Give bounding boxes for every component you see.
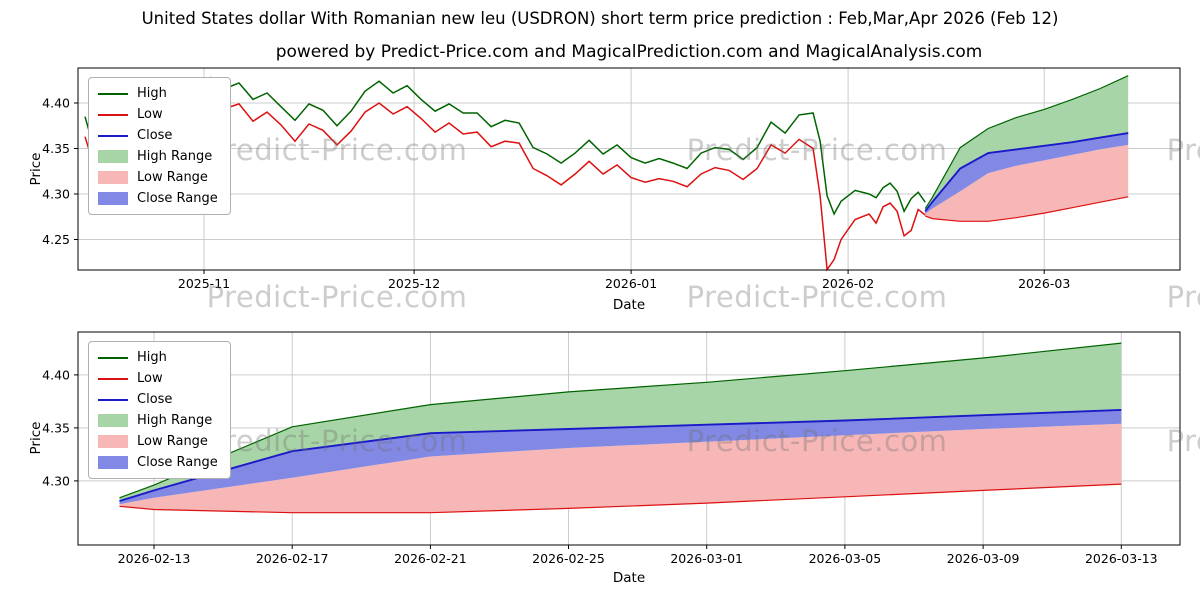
series-high-predicted bbox=[924, 75, 1129, 209]
y-tick-label: 4.30 bbox=[42, 187, 70, 202]
legend-top: High Low Close High Range Low Range Clos… bbox=[88, 77, 231, 215]
close-line-swatch bbox=[98, 134, 128, 137]
band-close-range bbox=[925, 133, 1129, 214]
band-high-range bbox=[925, 75, 1129, 212]
band-high-range bbox=[119, 343, 1122, 501]
legend-item-low-range: Low Range bbox=[98, 433, 218, 450]
legend-item-label: High bbox=[137, 350, 167, 365]
legend-item-low: Low bbox=[98, 370, 218, 387]
high-range-swatch bbox=[98, 414, 128, 427]
series-low-predicted bbox=[119, 483, 1122, 514]
legend-item-high-range: High Range bbox=[98, 412, 218, 429]
y-axis-label-top: Price bbox=[28, 152, 44, 186]
band-close-range bbox=[119, 409, 1122, 505]
close-range-swatch bbox=[98, 192, 128, 205]
legend-item-label: High bbox=[137, 86, 167, 101]
legend-item-label: Close Range bbox=[137, 455, 218, 470]
legend-item-label: Close Range bbox=[137, 191, 218, 206]
legend-item-close: Close bbox=[98, 127, 218, 144]
low-line-swatch bbox=[98, 113, 128, 116]
legend-item-low: Low bbox=[98, 106, 218, 123]
x-tick-label: 2026-02-17 bbox=[256, 551, 329, 566]
y-tick-label: 4.40 bbox=[42, 96, 70, 111]
legend-item-close-range: Close Range bbox=[98, 454, 218, 471]
plot-border bbox=[77, 331, 1181, 546]
x-tick-label: 2026-03-09 bbox=[947, 551, 1020, 566]
high-range-swatch bbox=[98, 150, 128, 163]
legend-item-label: Close bbox=[137, 128, 173, 143]
legend-item-label: Low Range bbox=[137, 170, 208, 185]
legend-item-label: Low Range bbox=[137, 434, 208, 449]
x-tick-label: 2026-02 bbox=[822, 276, 874, 291]
legend-item-high: High bbox=[98, 85, 218, 102]
series-close-predicted bbox=[924, 132, 1129, 212]
legend-item-high: High bbox=[98, 349, 218, 366]
figure-subtitle: powered by Predict-Price.com and Magical… bbox=[275, 42, 983, 62]
y-tick-label: 4.30 bbox=[42, 473, 70, 488]
legend-item-label: High Range bbox=[137, 149, 213, 164]
band-low-range bbox=[119, 423, 1122, 513]
x-tick-label: 2025-12 bbox=[388, 276, 440, 291]
legend-item-high-range: High Range bbox=[98, 148, 218, 165]
x-tick-label: 2026-01 bbox=[605, 276, 657, 291]
legend-item-label: High Range bbox=[137, 413, 213, 428]
x-tick-label: 2026-03 bbox=[1018, 276, 1070, 291]
legend-bottom: High Low Close High Range Low Range Clos… bbox=[88, 341, 231, 479]
plot-border bbox=[77, 67, 1181, 271]
x-tick-label: 2026-03-05 bbox=[809, 551, 882, 566]
y-tick-label: 4.40 bbox=[42, 367, 70, 382]
legend-item-close: Close bbox=[98, 391, 218, 408]
x-axis-label-bottom: Date bbox=[612, 570, 646, 586]
y-tick-label: 4.35 bbox=[42, 141, 70, 156]
x-tick-label: 2025-11 bbox=[178, 276, 230, 291]
close-range-swatch bbox=[98, 456, 128, 469]
low-range-swatch bbox=[98, 171, 128, 184]
figure-title: United States dollar With Romanian new l… bbox=[141, 9, 1059, 28]
series-low-predicted bbox=[924, 196, 1129, 222]
y-tick-label: 4.25 bbox=[42, 232, 70, 247]
legend-item-close-range: Close Range bbox=[98, 190, 218, 207]
legend-item-label: Close bbox=[137, 392, 173, 407]
x-tick-label: 2026-03-13 bbox=[1085, 551, 1158, 566]
band-low-range bbox=[925, 144, 1129, 222]
legend-item-label: Low bbox=[137, 107, 163, 122]
x-tick-label: 2026-02-21 bbox=[394, 551, 467, 566]
y-axis-label-bottom: Price bbox=[28, 421, 44, 455]
close-line-swatch bbox=[98, 398, 128, 401]
low-range-swatch bbox=[98, 435, 128, 448]
x-tick-label: 2026-02-13 bbox=[118, 551, 191, 566]
high-line-swatch bbox=[98, 92, 128, 95]
low-line-swatch bbox=[98, 377, 128, 380]
legend-item-low-range: Low Range bbox=[98, 169, 218, 186]
legend-item-label: Low bbox=[137, 371, 163, 386]
x-tick-label: 2026-03-01 bbox=[670, 551, 743, 566]
x-axis-label-top: Date bbox=[612, 297, 646, 313]
y-tick-label: 4.35 bbox=[42, 420, 70, 435]
high-line-swatch bbox=[98, 356, 128, 359]
x-tick-label: 2026-02-25 bbox=[532, 551, 605, 566]
